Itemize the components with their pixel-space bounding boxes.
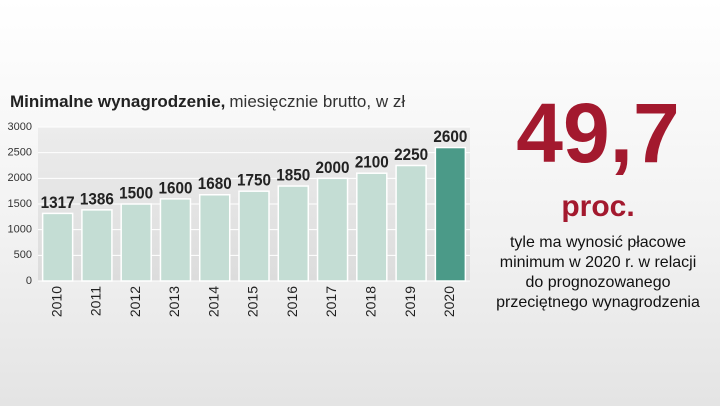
value-label: 1750 — [237, 171, 271, 190]
description-line: do prognozowanego — [525, 274, 670, 291]
y-tick-label: 1500 — [8, 198, 32, 210]
x-tick-label: 2020 — [441, 286, 457, 317]
x-tick-label: 2011 — [88, 286, 104, 316]
value-label: 1500 — [119, 183, 153, 202]
value-label: 1386 — [80, 189, 114, 208]
bar — [120, 203, 152, 282]
y-tick-label: 2000 — [8, 172, 32, 184]
y-tick-label: 500 — [14, 249, 32, 261]
y-tick-label: 3000 — [8, 121, 32, 133]
chart-title: Minimalne wynagrodzenie, miesięcznie brut… — [10, 92, 405, 111]
value-label: 1850 — [276, 166, 310, 185]
description-line: przeciętnego wynagrodzenia — [496, 294, 700, 311]
chart: 0 500 1000 1500 2000 2500 3000 2010 1317 2011 1386… — [8, 121, 470, 317]
x-tick-label: 2017 — [323, 286, 339, 317]
value-label: 2100 — [355, 153, 389, 172]
y-tick-label: 0 — [26, 275, 32, 287]
description-line: minimum w 2020 r. w relacji — [500, 254, 697, 271]
bar — [159, 198, 192, 282]
bar — [41, 212, 74, 282]
x-tick-label: 2013 — [166, 286, 182, 317]
value-label: 1317 — [41, 193, 75, 212]
x-tick-label: 2012 — [127, 286, 143, 317]
bar — [434, 146, 467, 282]
x-tick-label: 2016 — [284, 286, 300, 317]
value-label: 1600 — [158, 178, 192, 197]
bar — [277, 185, 310, 282]
y-tick-label: 2500 — [8, 147, 32, 159]
highlight-unit: proc. — [561, 190, 634, 223]
bar — [395, 164, 427, 282]
x-tick-label: 2018 — [363, 286, 379, 317]
description-line: tyle ma wynosić płacowe — [510, 234, 686, 251]
subtitle: miesięcznie brutto, w zł — [229, 92, 405, 111]
x-tick-label: 2010 — [48, 286, 64, 317]
value-label: 2250 — [394, 145, 428, 164]
bar — [198, 194, 231, 282]
highlight-number: 49,7 — [516, 86, 680, 180]
x-tick-label: 2019 — [402, 286, 418, 317]
bar — [356, 172, 388, 282]
y-tick-label: 1000 — [8, 224, 32, 236]
bar — [316, 177, 349, 282]
description: tyle ma wynosić płacowe minimum w 2020 r.… — [496, 234, 700, 311]
value-label: 2600 — [433, 127, 467, 146]
bar — [81, 209, 113, 282]
x-tick-label: 2015 — [245, 286, 261, 317]
value-label: 1680 — [198, 174, 232, 193]
title: Minimalne wynagrodzenie, — [10, 92, 225, 111]
bar — [238, 190, 270, 282]
value-label: 2000 — [316, 158, 350, 177]
x-tick-label: 2014 — [205, 286, 221, 317]
